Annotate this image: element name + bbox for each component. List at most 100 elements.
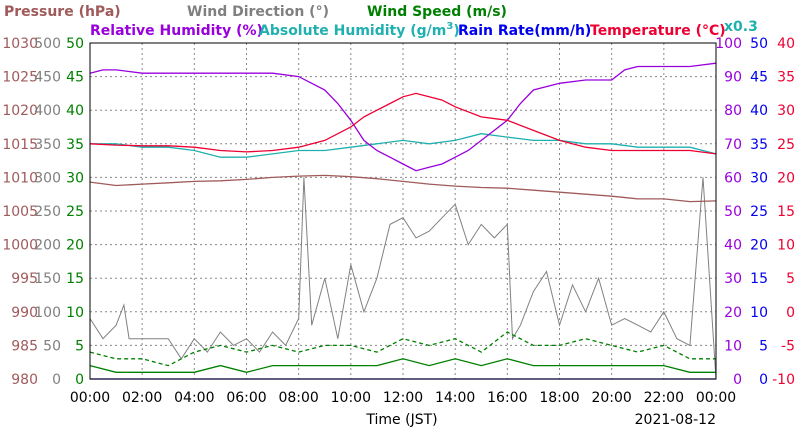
y-tick-rain: 40 (750, 103, 768, 119)
y-tick-rain: 15 (750, 271, 768, 287)
y-tick-pressure: 995 (11, 271, 38, 287)
y-tick-humidity: 0 (733, 372, 742, 388)
legend-absolute-humidity-close: ) (453, 23, 459, 39)
series-absolute-humidity (90, 133, 717, 158)
y-tick-temp: 30 (777, 103, 795, 119)
legend-temperature: Temperature (°C) (590, 23, 726, 39)
ticks-layer: 1030102510201015101010051000995990985980… (2, 36, 795, 406)
x-tick: 02:00 (122, 390, 162, 406)
grid (90, 43, 716, 379)
y-tick-pressure: 1030 (2, 36, 38, 52)
y-tick-wind-dir: 450 (34, 70, 61, 86)
legend-wind-speed: Wind Speed (m/s) (367, 4, 507, 20)
y-tick-wind-speed: 50 (66, 36, 84, 52)
x-tick: 20:00 (591, 390, 631, 406)
y-tick-pressure: 980 (11, 372, 38, 388)
x-tick: 16:00 (487, 390, 527, 406)
y-tick-wind-dir: 500 (34, 36, 61, 52)
y-tick-humidity: 90 (724, 70, 742, 86)
y-tick-rain: 50 (750, 36, 768, 52)
y-tick-humidity: 40 (724, 238, 742, 254)
y-tick-temp: -10 (772, 372, 795, 388)
legend-absolute-humidity: Absolute Humidity (g/m3) (259, 21, 460, 39)
y-tick-temp: 5 (786, 271, 795, 287)
legend-absolute-humidity-label: Absolute Humidity (g/m (259, 23, 446, 39)
y-tick-rain: 35 (750, 137, 768, 153)
legend-rain-rate: Rain Rate(mm/h) (458, 23, 591, 39)
series-pressure (89, 174, 717, 203)
y-tick-wind-speed: 0 (75, 372, 84, 388)
y-tick-rain: 0 (759, 372, 768, 388)
y-tick-wind-speed: 10 (66, 305, 84, 321)
y-tick-wind-dir: 0 (52, 372, 61, 388)
y-tick-temp: 15 (777, 204, 795, 220)
y-tick-humidity: 70 (724, 137, 742, 153)
x-tick: 10:00 (331, 390, 371, 406)
y-tick-humidity: 100 (715, 36, 742, 52)
legend-wind-direction: Wind Direction (°) (187, 4, 329, 20)
legend-absolute-humidity-sup: 3 (446, 21, 453, 32)
y-tick-wind-speed: 35 (66, 137, 84, 153)
y-tick-wind-dir: 350 (34, 137, 61, 153)
y-tick-pressure: 1005 (2, 204, 38, 220)
y-tick-wind-speed: 5 (75, 338, 84, 354)
y-tick-wind-speed: 30 (66, 170, 84, 186)
y-tick-temp: 10 (777, 238, 795, 254)
y-tick-pressure: 985 (11, 338, 38, 354)
y-tick-humidity: 60 (724, 170, 742, 186)
y-tick-temp: 40 (777, 36, 795, 52)
y-tick-wind-dir: 300 (34, 170, 61, 186)
y-tick-wind-speed: 45 (66, 70, 84, 86)
y-tick-pressure: 1010 (2, 170, 38, 186)
legend-pressure: Pressure (hPa) (4, 4, 121, 20)
y-tick-wind-speed: 15 (66, 271, 84, 287)
series-relative-humidity (89, 62, 717, 172)
y-tick-pressure: 1000 (2, 238, 38, 254)
x-tick: 14:00 (435, 390, 475, 406)
y-tick-wind-speed: 20 (66, 238, 84, 254)
y-tick-temp: 35 (777, 70, 795, 86)
y-tick-wind-dir: 100 (34, 305, 61, 321)
y-tick-wind-dir: 400 (34, 103, 61, 119)
x-tick: 00:00 (696, 390, 736, 406)
x-tick: 04:00 (174, 390, 214, 406)
x-tick: 12:00 (383, 390, 423, 406)
series-wind-speed (89, 358, 716, 373)
chart-date: 2021-08-12 (635, 412, 716, 428)
y-tick-pressure: 1020 (2, 103, 38, 119)
y-tick-temp: 0 (786, 305, 795, 321)
y-tick-pressure: 1025 (2, 70, 38, 86)
y-tick-pressure: 990 (11, 305, 38, 321)
y-tick-wind-dir: 200 (34, 238, 61, 254)
y-tick-wind-speed: 40 (66, 103, 84, 119)
series-temperature (89, 92, 717, 155)
y-tick-rain: 5 (759, 338, 768, 354)
y-tick-wind-speed: 25 (66, 204, 84, 220)
x-axis-label: Time (JST) (365, 412, 437, 428)
y-tick-rain: 30 (750, 170, 768, 186)
legend-scale-note: x0.3 (724, 19, 758, 35)
x-tick: 22:00 (644, 390, 684, 406)
y-tick-rain: 45 (750, 70, 768, 86)
y-tick-pressure: 1015 (2, 137, 38, 153)
x-tick: 18:00 (539, 390, 579, 406)
legend-relative-humidity: Relative Humidity (%) (90, 23, 263, 39)
y-tick-wind-dir: 250 (34, 204, 61, 220)
x-tick: 08:00 (278, 390, 318, 406)
y-tick-wind-dir: 150 (34, 271, 61, 287)
y-tick-temp: 20 (777, 170, 795, 186)
y-tick-humidity: 10 (724, 338, 742, 354)
y-tick-humidity: 50 (724, 204, 742, 220)
x-tick: 00:00 (70, 390, 110, 406)
x-tick: 06:00 (226, 390, 266, 406)
y-tick-rain: 10 (750, 305, 768, 321)
y-tick-humidity: 20 (724, 305, 742, 321)
y-tick-temp: -5 (781, 338, 795, 354)
y-tick-temp: 25 (777, 137, 795, 153)
y-tick-rain: 20 (750, 238, 768, 254)
y-tick-humidity: 80 (724, 103, 742, 119)
plot-frame (89, 42, 717, 380)
y-tick-rain: 25 (750, 204, 768, 220)
